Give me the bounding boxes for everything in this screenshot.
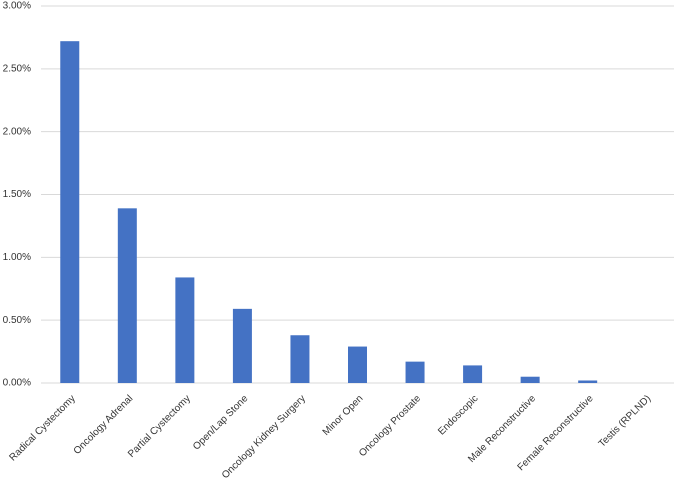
x-tick-label: Testis (RPLND)	[597, 393, 654, 450]
x-tick-label: Minor Open	[321, 393, 366, 438]
y-tick-label: 0.50%	[3, 315, 31, 326]
y-tick-label: 1.00%	[3, 252, 31, 263]
bar	[578, 380, 598, 383]
x-tick-label: Endoscopic	[436, 393, 480, 437]
bar	[520, 376, 540, 383]
y-tick-label: 2.00%	[3, 126, 31, 137]
bar	[232, 308, 252, 383]
y-tick-label: 0.00%	[3, 378, 31, 389]
bar	[117, 208, 137, 383]
x-tick-label: Open/Lap Stone	[191, 393, 251, 453]
x-tick-label: Oncology Prostate	[357, 393, 423, 459]
bar	[405, 361, 425, 383]
y-tick-label: 3.00%	[3, 1, 31, 12]
x-tick-label: Oncology Adrenal	[72, 393, 136, 457]
bar	[463, 365, 483, 383]
x-tick-label: Partial Cystectomy	[126, 393, 193, 460]
bar	[60, 41, 80, 383]
y-tick-label: 2.50%	[3, 63, 31, 74]
bar	[175, 277, 195, 383]
bar	[348, 346, 367, 383]
bar	[290, 335, 310, 383]
x-tick-label: Radical Cystectomy	[8, 393, 78, 463]
y-tick-label: 1.50%	[3, 189, 31, 200]
